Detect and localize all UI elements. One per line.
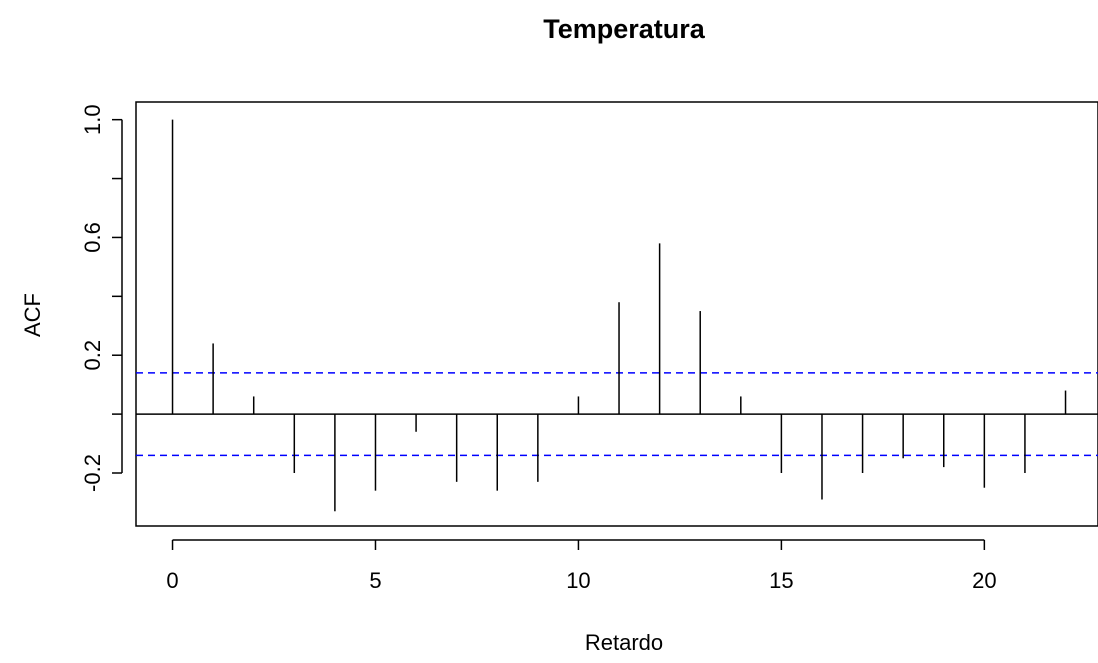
x-axis-label: Retardo xyxy=(585,630,663,655)
y-tick-label: -0.2 xyxy=(80,454,105,492)
y-tick-label: 0.2 xyxy=(80,340,105,371)
y-axis-label: ACF xyxy=(20,293,45,337)
x-tick-label: 10 xyxy=(566,568,590,593)
y-tick-label: 0.6 xyxy=(80,222,105,253)
x-tick-label: 0 xyxy=(166,568,178,593)
y-tick-label: 1.0 xyxy=(80,104,105,135)
plot-frame xyxy=(135,101,1098,527)
x-tick-label: 15 xyxy=(769,568,793,593)
chart-title: Temperatura xyxy=(543,14,706,44)
x-tick-label: 20 xyxy=(972,568,996,593)
x-tick-label: 5 xyxy=(369,568,381,593)
chart-marks: 0 5 10 15 20 -0.2 0.2 0.6 1.0 xyxy=(80,104,1098,593)
